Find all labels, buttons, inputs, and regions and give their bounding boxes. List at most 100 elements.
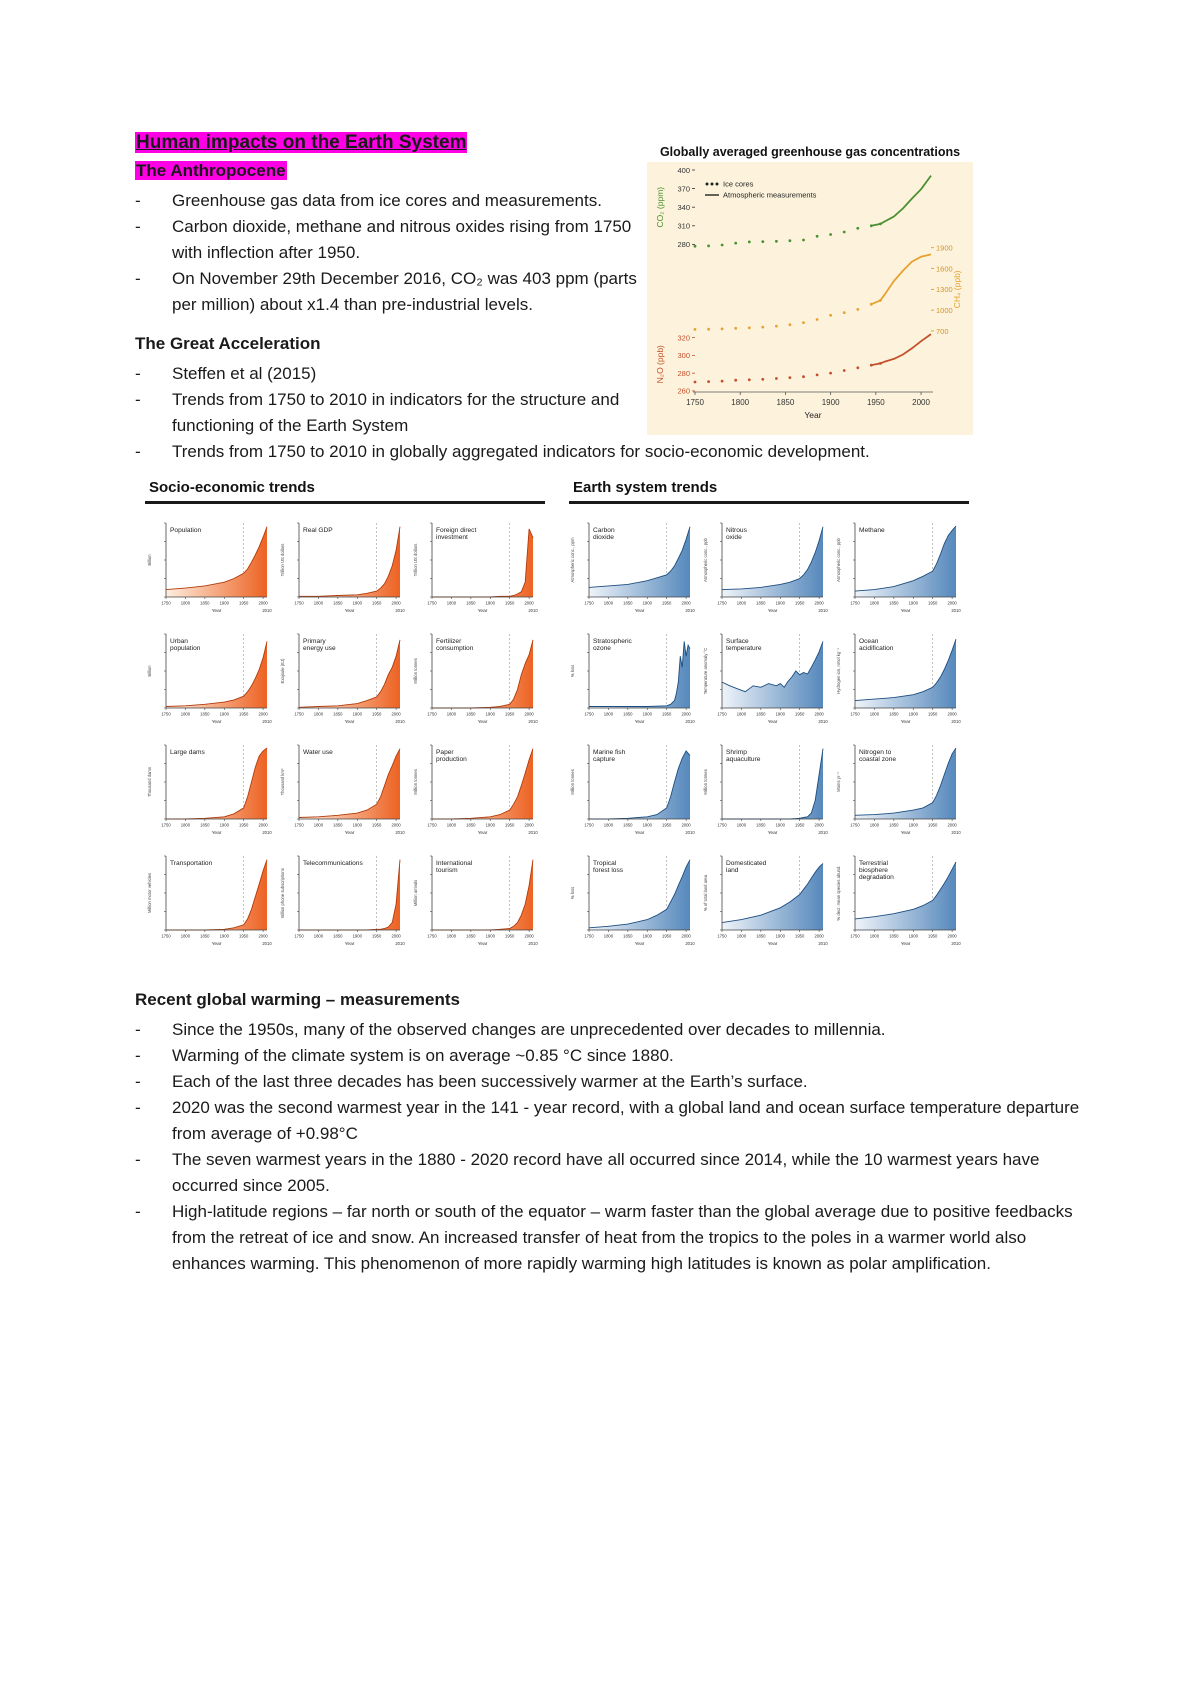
mini-chart-svg: 1750 1800 1850 1900 1950 2000 Year 2010 Tropical… (570, 855, 695, 947)
svg-text:Million tonnes: Million tonnes (413, 658, 418, 684)
svg-text:2010: 2010 (818, 608, 828, 613)
bullet-dash: - (135, 217, 141, 236)
bullet-text: Each of the last three decades has been … (172, 1072, 808, 1091)
svg-text:340: 340 (677, 203, 690, 212)
mini-chart-svg: 1750 1800 1850 1900 1950 2000 Year 2010 Large da… (147, 744, 272, 836)
greenhouse-chart-title: Globally averaged greenhouse gas concent… (659, 145, 961, 159)
svg-text:1850: 1850 (889, 712, 899, 717)
svg-text:1750: 1750 (161, 712, 171, 717)
svg-text:1850: 1850 (623, 934, 633, 939)
earth-trends-grid: 1750 1800 1850 1900 1950 2000 Year 2010 Carbon di… (568, 518, 967, 954)
svg-text:1900: 1900 (643, 934, 653, 939)
svg-text:Nitrous: Nitrous (726, 527, 748, 534)
mini-chart-fertilizer-consumption: 1750 1800 1850 1900 1950 2000 Year 2010 Fertiliz… (411, 629, 544, 732)
svg-text:2010: 2010 (528, 608, 538, 613)
svg-text:1800: 1800 (447, 934, 457, 939)
svg-text:320: 320 (677, 333, 690, 342)
svg-text:2010: 2010 (818, 941, 828, 946)
svg-text:Marine fish: Marine fish (593, 749, 626, 756)
mini-chart-shrimp-aquaculture: 1750 1800 1850 1900 1950 2000 Year 2010 Shrimp aq… (701, 740, 834, 843)
svg-text:Ocean: Ocean (859, 638, 879, 645)
mini-chart-surface-temperature: 1750 1800 1850 1900 1950 2000 Year 2010 Surface t… (701, 629, 834, 732)
svg-text:2000: 2000 (258, 601, 268, 606)
svg-text:2000: 2000 (947, 712, 957, 717)
svg-text:1950: 1950 (239, 823, 249, 828)
mini-chart-svg: 1750 1800 1850 1900 1950 2000 Year 2010 Methane A… (836, 522, 961, 614)
mini-chart-population: 1750 1800 1850 1900 1950 2000 Year 2010 Populati… (145, 518, 278, 621)
top-section: Human impacts on the Earth System The An… (135, 131, 1083, 439)
svg-text:1750: 1750 (161, 934, 171, 939)
svg-text:2010: 2010 (395, 941, 405, 946)
bullet-dash: - (135, 1202, 141, 1221)
svg-text:% loss: % loss (570, 665, 575, 677)
mini-chart-real-gdp: 1750 1800 1850 1900 1950 2000 Year 2010 Real GDP… (278, 518, 411, 621)
svg-text:1950: 1950 (239, 934, 249, 939)
svg-text:280: 280 (677, 240, 690, 249)
svg-text:1750: 1750 (686, 398, 704, 407)
svg-text:energy use: energy use (303, 645, 336, 652)
warming-section: Recent global warming – measurements - Si… (135, 988, 1083, 1277)
svg-text:Year: Year (478, 941, 488, 947)
svg-text:1800: 1800 (604, 934, 614, 939)
svg-text:2000: 2000 (681, 601, 691, 606)
bullet-item: - Trends from 1750 to 2010 in indicators … (135, 387, 640, 439)
svg-text:Year: Year (635, 941, 645, 947)
svg-text:investment: investment (436, 534, 468, 541)
mini-chart-telecommunications: 1750 1800 1850 1900 1950 2000 Year 2010 Telecomm… (278, 851, 411, 954)
svg-text:Year: Year (901, 941, 911, 947)
svg-text:1950: 1950 (795, 712, 805, 717)
svg-text:Trillion US dollars: Trillion US dollars (280, 544, 285, 577)
svg-text:1950: 1950 (928, 823, 938, 828)
svg-text:1900: 1900 (353, 712, 363, 717)
svg-text:1900: 1900 (220, 934, 230, 939)
mini-chart-stratospheric-ozone: 1750 1800 1850 1900 1950 2000 Year 2010 Stratosp… (568, 629, 701, 732)
svg-text:land: land (726, 867, 739, 874)
svg-text:Year: Year (345, 719, 355, 725)
svg-text:1300: 1300 (936, 285, 953, 294)
svg-text:Billion: Billion (147, 665, 152, 677)
mini-chart-svg: 1750 1800 1850 1900 1950 2000 Year 2010 Foreign … (413, 522, 538, 614)
bullet-text: Since the 1950s, many of the observed ch… (172, 1020, 886, 1039)
mini-chart-large-dams: 1750 1800 1850 1900 1950 2000 Year 2010 Large da… (145, 740, 278, 843)
svg-text:700: 700 (936, 327, 949, 336)
svg-text:1900: 1900 (776, 823, 786, 828)
svg-text:Trillion US dollars: Trillion US dollars (413, 544, 418, 577)
svg-text:1750: 1750 (427, 823, 437, 828)
mini-chart-svg: 1750 1800 1850 1900 1950 2000 Year 2010 Stratosp… (570, 633, 695, 725)
svg-text:1800: 1800 (314, 934, 324, 939)
mini-chart-svg: 1750 1800 1850 1900 1950 2000 Year 2010 Urbanpop… (147, 633, 272, 725)
svg-text:1800: 1800 (447, 712, 457, 717)
svg-text:1800: 1800 (181, 823, 191, 828)
svg-text:280: 280 (677, 369, 690, 378)
svg-text:1850: 1850 (333, 712, 343, 717)
svg-text:1750: 1750 (850, 601, 860, 606)
svg-text:400: 400 (677, 166, 690, 175)
svg-text:1900: 1900 (643, 601, 653, 606)
svg-text:1950: 1950 (662, 712, 672, 717)
great-acceleration-figure: Socio-economic trends Earth system trend… (145, 479, 969, 954)
svg-text:Paper: Paper (436, 749, 454, 756)
figure-headers: Socio-economic trends Earth system trend… (145, 479, 969, 504)
mini-chart-ocean-acidification: 1750 1800 1850 1900 1950 2000 Year 2010 Ocean aci… (834, 629, 967, 732)
svg-text:1800: 1800 (737, 823, 747, 828)
svg-text:1850: 1850 (200, 601, 210, 606)
mini-chart-tropical-forest-loss: 1750 1800 1850 1900 1950 2000 Year 2010 Tropical… (568, 851, 701, 954)
svg-text:1950: 1950 (239, 601, 249, 606)
svg-text:ozone: ozone (593, 645, 611, 652)
svg-text:2000: 2000 (524, 601, 534, 606)
svg-text:1900: 1900 (909, 823, 919, 828)
svg-text:Year: Year (901, 608, 911, 614)
mini-chart-svg: 1750 1800 1850 1900 1950 2000 Year 2010 Primarye… (280, 633, 405, 725)
svg-text:1950: 1950 (372, 823, 382, 828)
svg-text:370: 370 (677, 184, 690, 193)
bullet-item: - Greenhouse gas data from ice cores and … (135, 188, 640, 214)
bullet-dash: - (135, 1098, 141, 1117)
mini-chart-svg: 1750 1800 1850 1900 1950 2000 Year 2010 Carbondi… (570, 522, 695, 614)
warming-bullets: - Since the 1950s, many of the observed c… (135, 1017, 1083, 1277)
svg-text:2000: 2000 (912, 398, 930, 407)
svg-text:International: International (436, 860, 473, 867)
svg-text:1750: 1750 (584, 934, 594, 939)
svg-text:Million motor vehicles: Million motor vehicles (147, 873, 152, 913)
svg-text:260: 260 (677, 387, 690, 396)
svg-text:2010: 2010 (262, 608, 272, 613)
